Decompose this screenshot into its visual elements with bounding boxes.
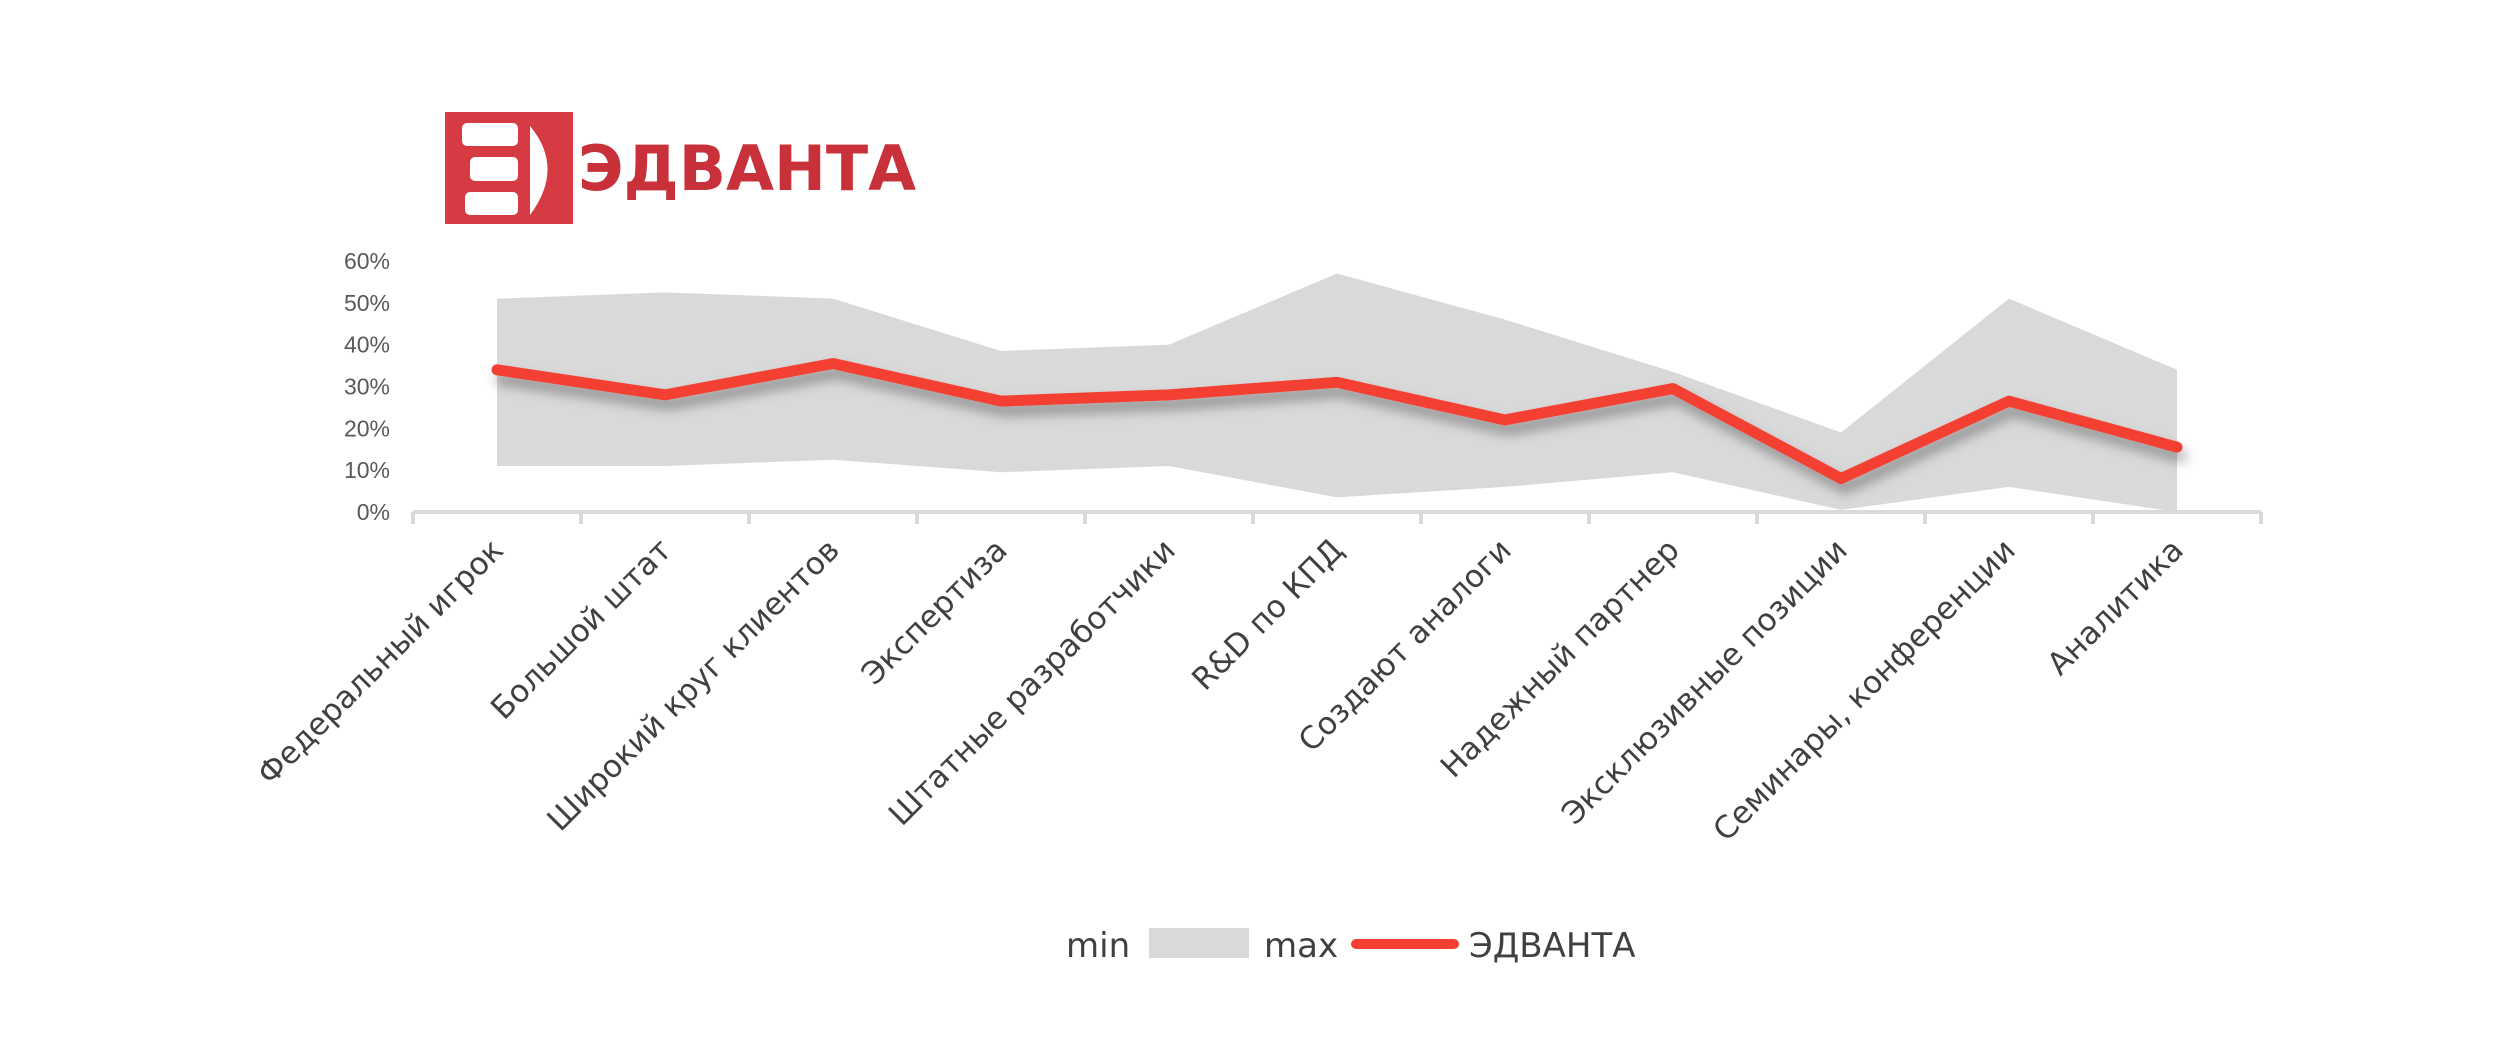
x-tick-label: Штатные разработчики — [882, 532, 1183, 833]
y-tick-label: 50% — [344, 290, 390, 316]
series-line-edvanta — [491, 357, 2183, 485]
y-axis: 0% 10% 20% 30% 40% 50% 60% — [344, 248, 390, 525]
legend: min max ЭДВАНТА — [1066, 926, 1635, 966]
y-tick-label: 20% — [344, 415, 390, 441]
y-tick-label: 60% — [344, 248, 390, 274]
y-tick-label: 10% — [344, 457, 390, 483]
x-tick-label: R&D по КПД — [1185, 532, 1351, 698]
x-tick-label: Федеральный игрок — [251, 532, 511, 792]
y-tick-label: 30% — [344, 374, 390, 400]
max-area — [497, 273, 2177, 512]
legend-label-edvanta: ЭДВАНТА — [1469, 926, 1635, 966]
legend-label-max: max — [1264, 926, 1338, 966]
y-tick-label: 40% — [344, 332, 390, 358]
x-tick-label: Аналитика — [2040, 532, 2190, 682]
x-tick-label: Экспертиза — [855, 532, 1015, 692]
logo: ЭДВАНТА — [445, 112, 916, 224]
logo-text: ЭДВАНТА — [578, 132, 916, 205]
x-axis — [411, 510, 2263, 524]
y-tick-label: 0% — [357, 499, 390, 525]
legend-label-min: min — [1066, 926, 1130, 966]
x-tick-label: Большой штат — [484, 532, 679, 727]
x-tick-label: Эксклюзивные позиции — [1555, 532, 1855, 832]
x-tick-label: Широкий круг клиентов — [540, 532, 846, 838]
legend-swatch-max — [1149, 928, 1249, 958]
x-tick-label: Семинары, конференции — [1706, 532, 2022, 848]
min-max-band — [497, 273, 2177, 512]
